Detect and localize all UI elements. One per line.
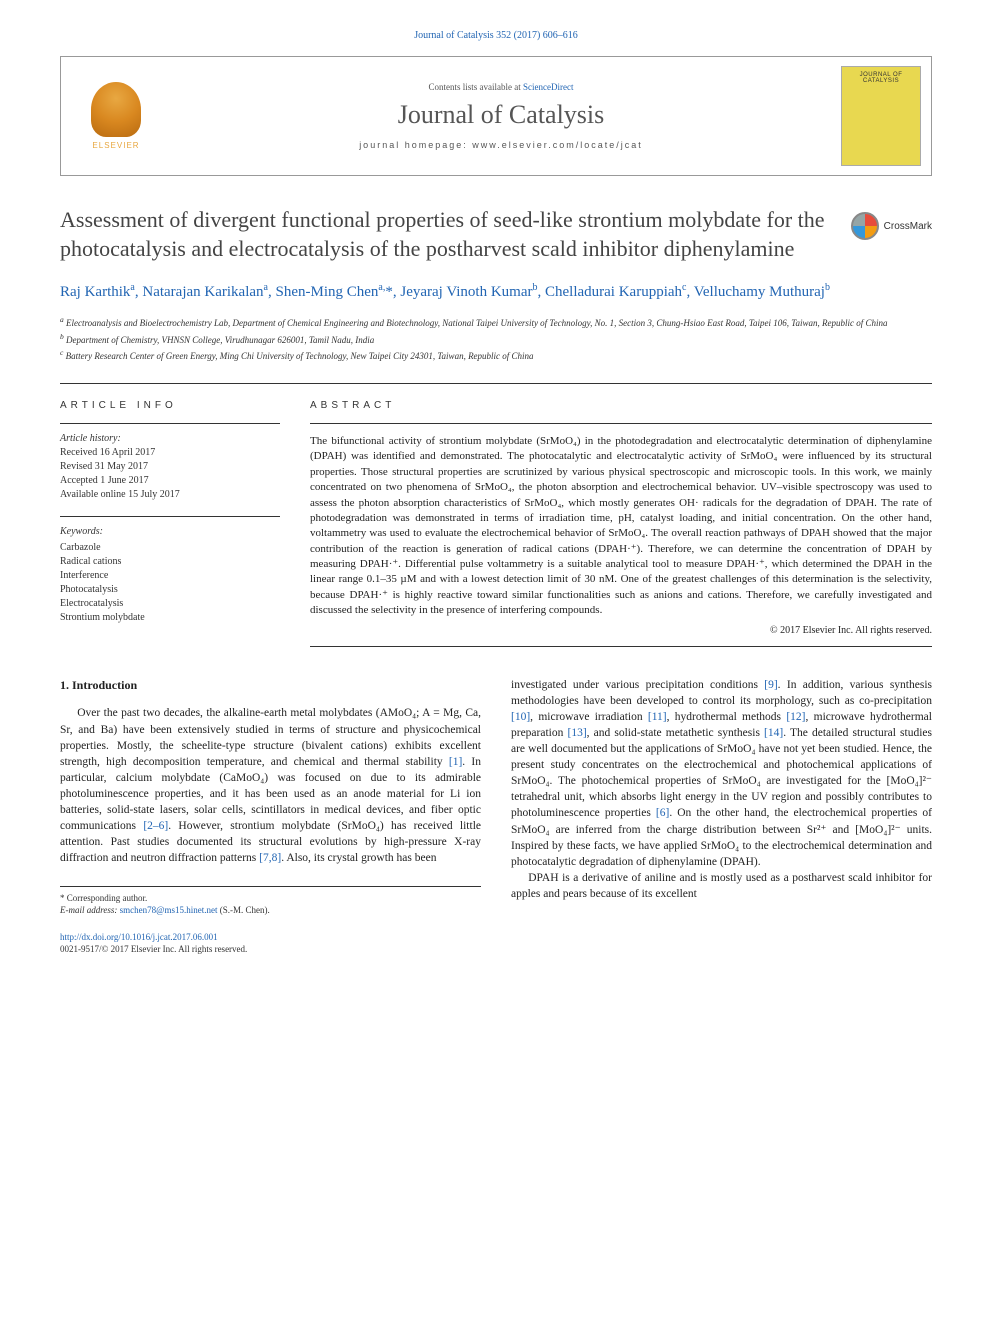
keyword-item: Interference [60,570,108,581]
history-revised: Revised 31 May 2017 [60,461,148,472]
footer: http://dx.doi.org/10.1016/j.jcat.2017.06… [60,931,481,956]
ref-link[interactable]: [13] [567,727,586,739]
footnote-block: * Corresponding author. E-mail address: … [60,886,481,916]
elsevier-text: ELSEVIER [92,141,139,150]
keyword-item: Strontium molybdate [60,612,145,623]
elsevier-tree-icon [91,82,141,137]
body-col-left: 1. Introduction Over the past two decade… [60,677,481,956]
title-block: Assessment of divergent functional prope… [60,206,932,263]
homepage-url: www.elsevier.com/locate/jcat [472,140,643,150]
journal-cover-thumb: JOURNAL OF CATALYSIS [841,66,921,166]
ref-link[interactable]: [12] [786,711,805,723]
keyword-item: Electrocatalysis [60,598,123,609]
issn-line: 0021-9517/© 2017 Elsevier Inc. All right… [60,944,247,954]
journal-name: Journal of Catalysis [398,100,605,130]
crossmark-icon [851,212,879,240]
ref-link[interactable]: [14] [764,727,783,739]
keyword-item: Photocatalysis [60,584,118,595]
divider [310,423,932,424]
abstract-col: ABSTRACT The bifunctional activity of st… [310,400,932,647]
keywords-heading: Keywords: [60,525,280,539]
body-paragraph: DPAH is a derivative of aniline and is m… [511,870,932,902]
crossmark-text: CrossMark [884,221,932,232]
affiliation-c: c Battery Research Center of Green Energ… [60,348,932,363]
publisher-logo-area: ELSEVIER [61,57,171,175]
affiliation-b: b Department of Chemistry, VHNSN College… [60,332,932,347]
journal-homepage: journal homepage: www.elsevier.com/locat… [359,140,643,150]
journal-header: ELSEVIER Contents lists available at Sci… [60,56,932,176]
ref-link[interactable]: [11] [648,711,667,723]
divider [60,516,280,517]
ref-link[interactable]: [1] [449,756,462,768]
body-paragraph: investigated under various precipitation… [511,677,932,870]
corresponding-note: * Corresponding author. [60,893,481,905]
header-center: Contents lists available at ScienceDirec… [171,57,831,175]
keyword-item: Carbazole [60,542,101,553]
abstract-label: ABSTRACT [310,400,932,411]
keyword-item: Radical cations [60,556,121,567]
article-title: Assessment of divergent functional prope… [60,206,831,263]
cover-thumb-text: JOURNAL OF CATALYSIS [847,72,915,84]
divider [60,423,280,424]
email-label: E-mail address: [60,905,117,915]
email-link[interactable]: smchen78@ms15.hinet.net [120,905,218,915]
ref-link[interactable]: [6] [656,807,669,819]
article-history: Article history: Received 16 April 2017 … [60,432,280,502]
email-line: E-mail address: smchen78@ms15.hinet.net … [60,905,481,917]
doi-link[interactable]: http://dx.doi.org/10.1016/j.jcat.2017.06… [60,932,218,942]
affiliation-a: a Electroanalysis and Bioelectrochemistr… [60,315,932,330]
body-col-right: investigated under various precipitation… [511,677,932,956]
history-accepted: Accepted 1 June 2017 [60,475,149,486]
cover-thumb-area: JOURNAL OF CATALYSIS [831,57,931,175]
contents-text: Contents lists available at [429,82,521,92]
citation-line: Journal of Catalysis 352 (2017) 606–616 [60,30,932,41]
crossmark-badge[interactable]: CrossMark [851,212,932,240]
article-info-label: ARTICLE INFO [60,400,280,411]
ref-link[interactable]: [2–6] [143,820,168,832]
body-columns: 1. Introduction Over the past two decade… [60,677,932,956]
history-heading: Article history: [60,433,121,444]
ref-link[interactable]: [10] [511,711,530,723]
authors-line: Raj Karthika, Natarajan Karikalana, Shen… [60,281,932,303]
sciencedirect-link[interactable]: ScienceDirect [523,82,573,92]
homepage-label: journal homepage: [359,140,468,150]
ref-link[interactable]: [7,8] [259,852,281,864]
history-received: Received 16 April 2017 [60,447,155,458]
contents-line: Contents lists available at ScienceDirec… [429,82,574,92]
intro-heading: 1. Introduction [60,677,481,694]
affiliations: a Electroanalysis and Bioelectrochemistr… [60,315,932,363]
divider [310,646,932,647]
history-online: Available online 15 July 2017 [60,489,180,500]
body-paragraph: Over the past two decades, the alkaline-… [60,705,481,866]
copyright-line: © 2017 Elsevier Inc. All rights reserved… [310,625,932,636]
email-name: (S.-M. Chen). [220,905,270,915]
elsevier-logo: ELSEVIER [81,76,151,156]
abstract-text: The bifunctional activity of strontium m… [310,434,932,619]
ref-link[interactable]: [9] [764,679,777,691]
keywords-block: Keywords: Carbazole Radical cations Inte… [60,525,280,625]
article-info-col: ARTICLE INFO Article history: Received 1… [60,400,280,647]
info-abstract-row: ARTICLE INFO Article history: Received 1… [60,383,932,647]
